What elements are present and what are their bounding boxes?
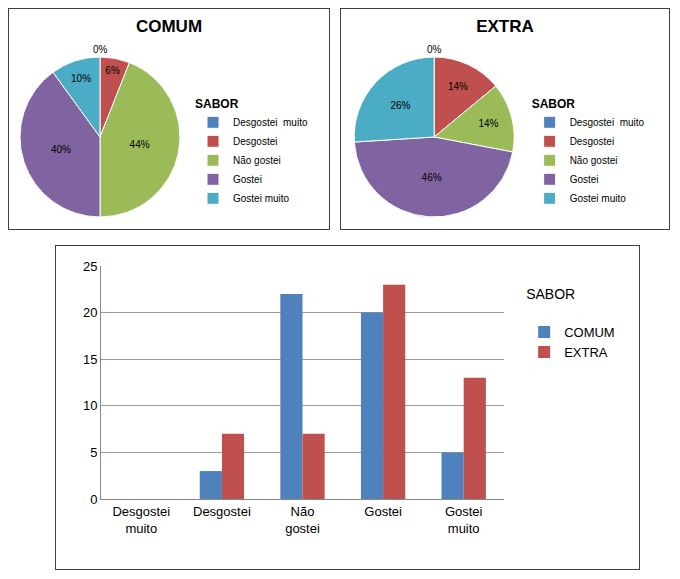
svg-text:SABOR: SABOR <box>526 286 575 320</box>
svg-text:Gosteimuito: Gosteimuito <box>445 504 483 536</box>
svg-text:Desgosteimuito: Desgosteimuito <box>112 504 170 536</box>
svg-text:46%: 46% <box>422 172 442 183</box>
svg-text:EXTRA: EXTRA <box>476 17 534 36</box>
svg-text:EXTRA: EXTRA <box>564 345 608 360</box>
svg-text:44%: 44% <box>130 139 150 150</box>
svg-text:Gostei muito: Gostei muito <box>570 193 627 204</box>
svg-text:0: 0 <box>90 492 97 507</box>
svg-text:Desgostei muito: Desgostei muito <box>570 117 645 128</box>
svg-text:Gostei: Gostei <box>570 174 599 185</box>
svg-text:Desgostei: Desgostei <box>193 504 251 519</box>
svg-text:COMUM: COMUM <box>136 17 202 36</box>
svg-text:0%: 0% <box>427 44 442 55</box>
svg-text:Gostei muito: Gostei muito <box>233 193 290 204</box>
svg-text:SABOR: SABOR <box>195 97 239 111</box>
svg-text:Não gostei: Não gostei <box>233 155 281 166</box>
svg-text:Desgostei: Desgostei <box>570 136 614 147</box>
svg-text:5: 5 <box>90 445 97 460</box>
svg-text:20: 20 <box>83 305 97 320</box>
svg-text:25: 25 <box>83 259 97 274</box>
svg-text:0%: 0% <box>93 44 108 55</box>
svg-text:26%: 26% <box>390 100 410 111</box>
svg-text:10%: 10% <box>71 73 91 84</box>
svg-text:Nãogostei: Nãogostei <box>285 504 320 536</box>
svg-text:40%: 40% <box>51 144 71 155</box>
svg-text:SABOR: SABOR <box>532 97 576 111</box>
svg-text:15: 15 <box>83 352 97 367</box>
svg-text:Não gostei: Não gostei <box>570 155 618 166</box>
svg-text:Gostei: Gostei <box>364 504 402 519</box>
svg-text:10: 10 <box>83 398 97 413</box>
svg-text:COMUM: COMUM <box>564 325 615 340</box>
svg-text:14%: 14% <box>448 81 468 92</box>
svg-text:14%: 14% <box>478 118 498 129</box>
svg-text:Desgostei: Desgostei <box>233 136 277 147</box>
svg-text:Gostei: Gostei <box>233 174 262 185</box>
svg-text:Desgostei muito: Desgostei muito <box>233 117 308 128</box>
svg-text:6%: 6% <box>105 65 120 76</box>
